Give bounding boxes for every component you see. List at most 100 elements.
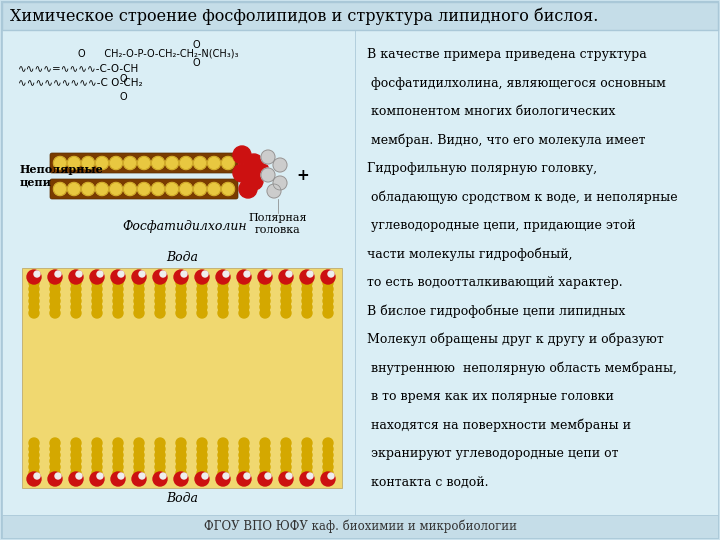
Circle shape: [109, 183, 122, 195]
Circle shape: [176, 290, 186, 300]
Circle shape: [160, 473, 166, 479]
Circle shape: [109, 157, 122, 170]
Circle shape: [302, 450, 312, 460]
Circle shape: [300, 472, 314, 486]
Circle shape: [111, 472, 125, 486]
Circle shape: [69, 472, 83, 486]
Circle shape: [265, 271, 271, 277]
Text: части молекулы гидрофобный,: части молекулы гидрофобный,: [367, 247, 572, 261]
Circle shape: [134, 438, 144, 448]
Circle shape: [113, 438, 123, 448]
Circle shape: [237, 472, 251, 486]
Circle shape: [124, 157, 137, 170]
Circle shape: [260, 290, 270, 300]
Circle shape: [197, 308, 207, 318]
Bar: [2, 2, 718, 30]
Circle shape: [176, 450, 186, 460]
Circle shape: [134, 290, 144, 300]
Circle shape: [260, 456, 270, 466]
Circle shape: [218, 302, 228, 312]
Circle shape: [155, 438, 165, 448]
Circle shape: [239, 456, 249, 466]
Circle shape: [323, 302, 333, 312]
Circle shape: [138, 183, 150, 195]
Text: фосфатидилхолина, являющегося основным: фосфатидилхолина, являющегося основным: [367, 77, 666, 90]
Circle shape: [138, 157, 150, 170]
Circle shape: [118, 271, 124, 277]
Text: в то время как их полярные головки: в то время как их полярные головки: [367, 390, 614, 403]
Circle shape: [55, 473, 61, 479]
Text: Фосфатидилхолин: Фосфатидилхолин: [122, 220, 247, 233]
Circle shape: [134, 278, 144, 288]
Circle shape: [113, 468, 123, 478]
Circle shape: [195, 472, 209, 486]
Circle shape: [139, 271, 145, 277]
Circle shape: [155, 278, 165, 288]
Text: O: O: [192, 58, 200, 68]
Circle shape: [281, 468, 291, 478]
Text: +: +: [296, 167, 309, 183]
Circle shape: [71, 302, 81, 312]
Circle shape: [194, 183, 207, 195]
Circle shape: [139, 473, 145, 479]
Text: Вода: Вода: [166, 492, 198, 505]
Circle shape: [218, 278, 228, 288]
Circle shape: [197, 296, 207, 306]
Circle shape: [176, 308, 186, 318]
Circle shape: [50, 308, 60, 318]
Text: ∿∿∿∿=∿∿∿∿-C-O-CH: ∿∿∿∿=∿∿∿∿-C-O-CH: [18, 64, 139, 74]
Circle shape: [286, 271, 292, 277]
Circle shape: [273, 158, 287, 172]
Circle shape: [176, 296, 186, 306]
Circle shape: [239, 450, 249, 460]
Circle shape: [50, 462, 60, 472]
Circle shape: [260, 302, 270, 312]
Circle shape: [302, 462, 312, 472]
Text: Гидрофильную полярную головку,: Гидрофильную полярную головку,: [367, 162, 597, 175]
Circle shape: [113, 290, 123, 300]
Circle shape: [71, 444, 81, 454]
Circle shape: [29, 456, 39, 466]
Circle shape: [281, 290, 291, 300]
Circle shape: [69, 270, 83, 284]
Circle shape: [174, 472, 188, 486]
Circle shape: [50, 296, 60, 306]
Circle shape: [134, 456, 144, 466]
Circle shape: [34, 271, 40, 277]
Circle shape: [218, 284, 228, 294]
Circle shape: [29, 438, 39, 448]
Circle shape: [113, 450, 123, 460]
Text: O: O: [192, 40, 200, 50]
Circle shape: [281, 284, 291, 294]
Circle shape: [218, 444, 228, 454]
Circle shape: [244, 473, 250, 479]
Circle shape: [155, 456, 165, 466]
Circle shape: [328, 473, 334, 479]
Circle shape: [124, 183, 137, 195]
Circle shape: [194, 157, 207, 170]
Circle shape: [281, 438, 291, 448]
Text: ∿∿∿∿∿∿∿∿∿-C O-CH₂: ∿∿∿∿∿∿∿∿∿-C O-CH₂: [18, 78, 143, 88]
Circle shape: [223, 473, 229, 479]
Circle shape: [97, 473, 103, 479]
Text: Полярная
головка: Полярная головка: [248, 213, 307, 234]
Circle shape: [155, 468, 165, 478]
Circle shape: [92, 302, 102, 312]
Circle shape: [113, 278, 123, 288]
Bar: [355, 30, 718, 515]
Circle shape: [48, 270, 62, 284]
Bar: [22, 268, 342, 488]
Circle shape: [71, 296, 81, 306]
Circle shape: [179, 183, 192, 195]
Circle shape: [29, 302, 39, 312]
Circle shape: [261, 150, 275, 164]
Circle shape: [197, 302, 207, 312]
Circle shape: [323, 456, 333, 466]
Circle shape: [216, 270, 230, 284]
Circle shape: [29, 444, 39, 454]
Circle shape: [134, 468, 144, 478]
Circle shape: [323, 450, 333, 460]
Circle shape: [323, 468, 333, 478]
Circle shape: [96, 157, 109, 170]
Circle shape: [281, 444, 291, 454]
